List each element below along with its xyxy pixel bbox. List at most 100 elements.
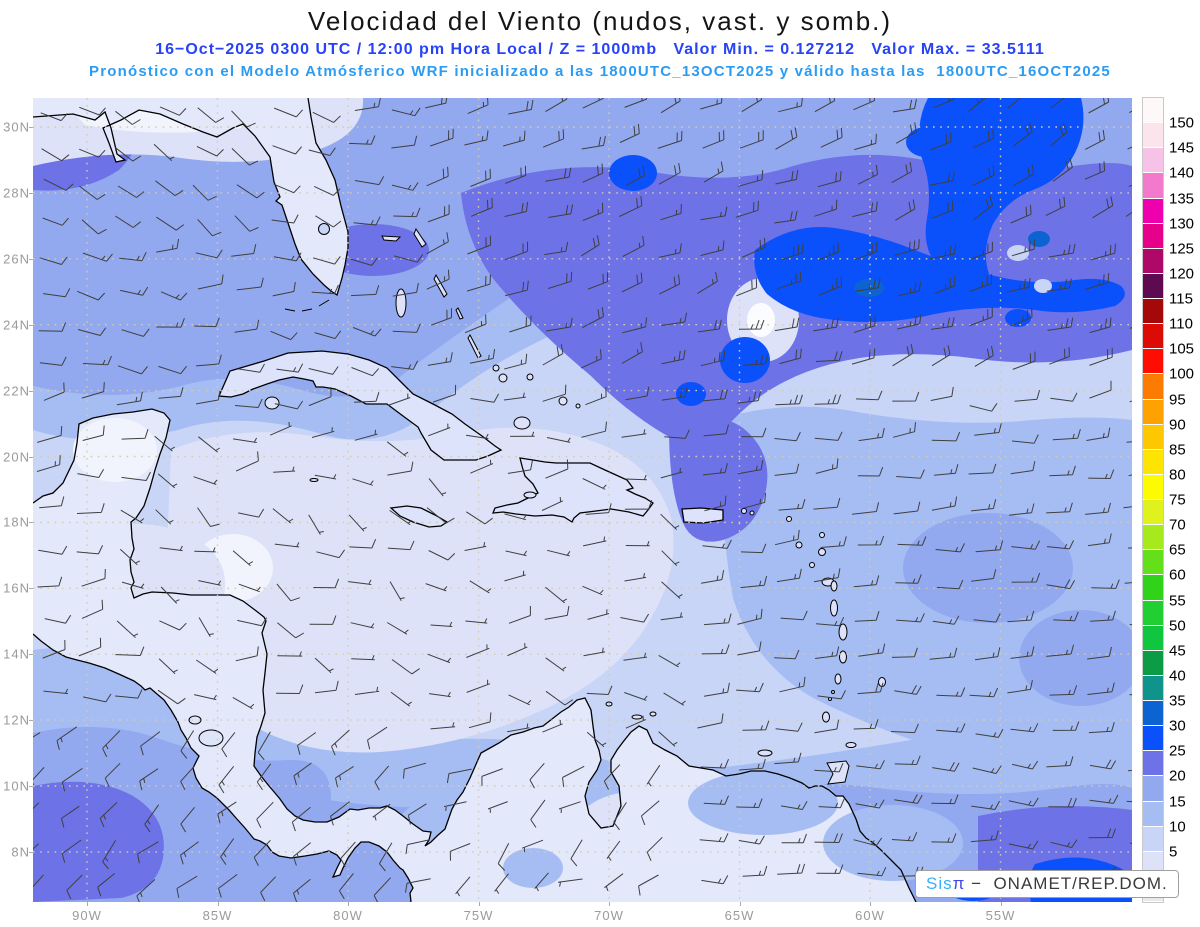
florida-keys [284, 299, 330, 312]
colorbar-tick-label: 45 [1169, 642, 1186, 660]
lat-tick [29, 720, 33, 722]
caribbean-coastline [33, 408, 917, 902]
lon-tick [1000, 902, 1002, 906]
jamaica [389, 505, 449, 528]
colorbar-tick-label: 35 [1169, 692, 1186, 710]
colorbar-cell [1143, 701, 1163, 726]
colorbar-cell [1143, 726, 1163, 751]
valid-time-line: 16−Oct−2025 0300 UTC / 12:00 pm Hora Loc… [155, 41, 1045, 58]
colorbar-cell [1143, 575, 1163, 600]
colorbar-cell [1143, 600, 1163, 625]
colorbar-cell [1143, 500, 1163, 525]
colorbar-tick-label: 130 [1169, 215, 1195, 233]
colorbar-cell [1143, 324, 1163, 349]
colorbar-tick-label: 90 [1169, 416, 1186, 434]
lon-tick [870, 902, 871, 906]
colorbar-cell [1143, 625, 1163, 650]
colorbar-cell [1143, 751, 1163, 776]
colorbar-cell [1143, 826, 1163, 851]
colorbar-tick-label: 20 [1169, 767, 1186, 785]
colorbar-tick-label: 135 [1169, 190, 1195, 207]
colorbar-tick-label: 125 [1169, 240, 1195, 258]
lon-label: 80W [333, 908, 363, 923]
colorbar-cell [1143, 223, 1163, 248]
lon-tick [217, 902, 219, 906]
hispaniola [491, 457, 654, 523]
us-gulf-coastline [33, 98, 349, 297]
landmasses [33, 98, 963, 902]
colorbar-cell [1143, 776, 1163, 801]
gonave-island [523, 491, 537, 499]
lat-label: 30N [3, 119, 30, 135]
venezuela-inland-patch [688, 771, 838, 835]
lat-label: 8N [11, 844, 30, 860]
lat-label: 28N [3, 185, 30, 201]
lat-label: 12N [3, 712, 30, 728]
lat-tick [29, 588, 33, 590]
lon-label: 60W [855, 908, 885, 923]
us-gulf-coast-fill [33, 98, 348, 295]
onamet-watermark: Sis π − ONAMET/REP.DOM. [915, 870, 1179, 898]
isla-juventud [264, 396, 280, 410]
pacific-coastline [33, 633, 414, 902]
colorbar-tick-label: 120 [1169, 265, 1195, 283]
small-islands [309, 227, 886, 785]
colorbar-tick-label: 70 [1169, 516, 1186, 534]
lat-tick [29, 324, 33, 326]
lat-tick [29, 390, 33, 392]
colorbar-tick-label: 50 [1169, 617, 1186, 635]
lon-tick [478, 902, 480, 906]
lon-label: 65W [724, 908, 755, 923]
wind-barbs [33, 98, 1132, 902]
lake-nicaragua [198, 729, 224, 747]
colorbar-tick-label: 80 [1169, 466, 1186, 484]
colorbar-tick-label: 85 [1169, 441, 1186, 459]
colorbar-cell [1143, 851, 1163, 876]
colorbar-cell [1143, 148, 1163, 173]
colorbar-cell [1143, 399, 1163, 424]
lat-label: 16N [3, 580, 30, 596]
colorbar-cell [1143, 173, 1163, 198]
colorbar-tick-label: 95 [1169, 391, 1186, 408]
lat-label: 18N [3, 514, 30, 530]
lat-tick [29, 851, 33, 853]
colorbar-cell [1143, 424, 1163, 449]
colorbar-cell [1143, 550, 1163, 575]
lat-label: 10N [3, 778, 30, 794]
colorbar-cell [1143, 675, 1163, 700]
colorbar-tick-label: 145 [1169, 139, 1195, 157]
yucatan-pale-patch [73, 418, 157, 482]
watermark-org: − ONAMET/REP.DOM. [965, 874, 1168, 893]
colorbar-cell [1143, 449, 1163, 474]
lon-tick [87, 902, 88, 906]
cuba [218, 350, 503, 461]
lat-tick [29, 456, 33, 458]
lat-label: 20N [3, 449, 30, 464]
colorbar-cell [1143, 299, 1163, 324]
colorbar-cell [1143, 474, 1163, 499]
colorbar-tick-label: 140 [1169, 164, 1195, 182]
colorbar-tick-label: 105 [1169, 340, 1195, 358]
lon-label: 70W [594, 908, 624, 923]
colorbar-cell [1143, 525, 1163, 550]
lon-tick [739, 902, 741, 906]
lon-tick [609, 902, 610, 906]
lat-tick [29, 192, 33, 194]
lon-label: 55W [985, 908, 1016, 923]
colorbar-cell [1143, 349, 1163, 374]
lon-label: 85W [202, 908, 233, 923]
model-init-line: Pronóstico con el Modelo Atmósferico WRF… [89, 63, 1111, 80]
wind-speed-colorbar [1142, 97, 1164, 903]
colorbar-tick-label: 40 [1169, 667, 1186, 685]
colorbar-tick-label: 10 [1169, 818, 1186, 836]
watermark-pi-icon: π [952, 874, 966, 893]
colorbar-cell [1143, 273, 1163, 298]
watermark-sis: Sis [926, 874, 953, 893]
central-south-america-fill [33, 409, 916, 902]
lat-label: 22N [3, 383, 30, 399]
colorbar-tick-label: 100 [1169, 365, 1195, 383]
colorbar-cell [1143, 248, 1163, 273]
colorbar-tick-label: 115 [1169, 290, 1193, 308]
lon-label: 90W [72, 908, 102, 923]
lat-label: 24N [3, 317, 30, 333]
